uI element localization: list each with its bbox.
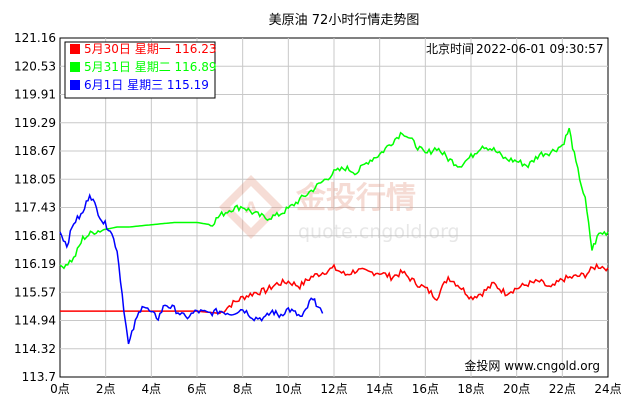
y-tick-label: 114.94 — [14, 314, 56, 328]
x-tick-label: 6点 — [187, 382, 207, 396]
svg-text:A: A — [245, 198, 258, 217]
source-credit: 金投网 www.cngold.org — [464, 358, 600, 373]
watermark-logo-icon: A — [219, 175, 283, 239]
x-tick-label: 12点 — [320, 382, 347, 396]
x-tick-label: 0点 — [50, 382, 70, 396]
series-line — [59, 127, 609, 270]
y-axis-ticks: 121.16 120.53 119.91 119.29 118.67 118.05 117.… — [14, 31, 56, 384]
legend-entry: 6月1日 星期三 115.19 — [84, 78, 209, 92]
y-tick-label: 119.29 — [14, 116, 56, 130]
x-tick-label: 20点 — [503, 382, 530, 396]
x-tick-label: 24点 — [594, 382, 621, 396]
x-tick-label: 8点 — [233, 382, 253, 396]
x-tick-label: 2点 — [96, 382, 116, 396]
timestamp: 2022-06-01 09:30:57 — [476, 42, 603, 56]
y-tick-label: 117.43 — [14, 201, 56, 215]
y-tick-label: 118.05 — [14, 172, 56, 186]
y-tick-label: 116.81 — [14, 229, 56, 243]
y-tick-label: 119.91 — [14, 88, 56, 102]
y-tick-label: 114.32 — [14, 342, 56, 356]
legend-swatch — [70, 80, 80, 90]
y-tick-label: 121.16 — [14, 31, 56, 45]
series-lines — [59, 127, 609, 345]
watermark-brand: 金投行情 — [295, 181, 416, 216]
watermark-url: quote.cngold.org — [298, 221, 460, 243]
chart-title: 美原油 72小时行情走势图 — [269, 12, 420, 28]
legend: 5月30日 星期一 116.23 5月31日 星期二 116.89 6月1日 星期三… — [64, 41, 217, 99]
timestamp-label: 北京时间 — [426, 42, 474, 56]
series-line — [59, 192, 324, 345]
y-tick-label: 120.53 — [14, 59, 56, 73]
legend-swatch — [70, 62, 80, 72]
x-tick-label: 4点 — [142, 382, 162, 396]
x-tick-label: 22点 — [549, 382, 576, 396]
legend-box — [64, 41, 216, 99]
x-tick-label: 14点 — [366, 382, 393, 396]
legend-entry: 5月30日 星期一 116.23 — [84, 42, 217, 56]
legend-swatch — [70, 44, 80, 54]
x-tick-label: 10点 — [275, 382, 302, 396]
y-tick-label: 118.67 — [14, 144, 56, 158]
x-tick-label: 16点 — [412, 382, 439, 396]
y-tick-label: 113.7 — [22, 370, 56, 384]
y-tick-label: 115.57 — [14, 285, 56, 299]
x-axis-ticks: 0点 2点 4点 6点 8点 10点 12点 14点 16点 18点 20点 22点 24点 — [50, 382, 621, 396]
x-tick-label: 18点 — [457, 382, 484, 396]
legend-entry: 5月31日 星期二 116.89 — [84, 60, 217, 74]
y-tick-label: 116.19 — [14, 257, 56, 271]
